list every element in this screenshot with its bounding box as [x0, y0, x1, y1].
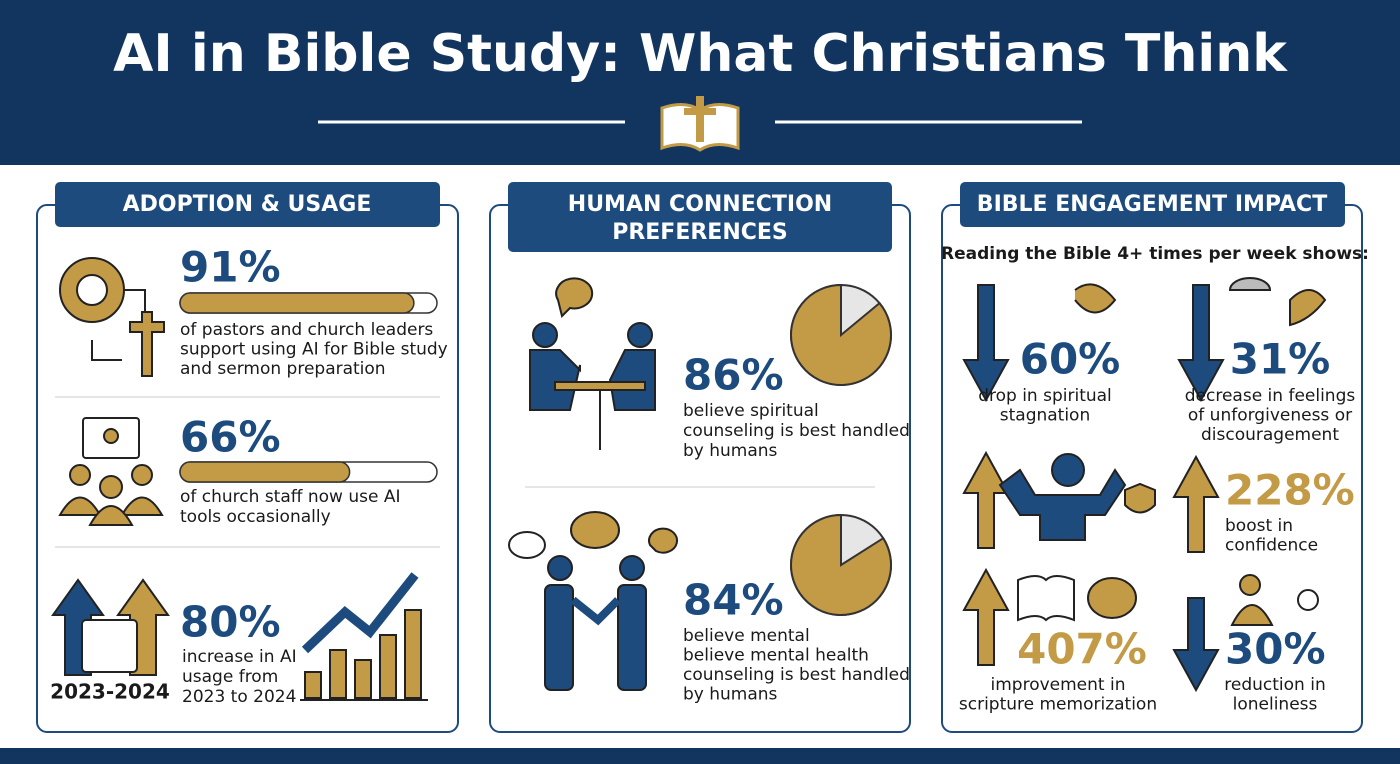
description: drop in spiritual: [978, 386, 1112, 406]
description: tools occasionally: [180, 507, 331, 527]
description: of unforgiveness or: [1188, 406, 1352, 426]
description: by humans: [683, 441, 778, 461]
description: decrease in feelings: [1185, 386, 1356, 406]
panel-tab: [960, 182, 1345, 227]
description: discouragement: [1201, 425, 1339, 445]
description: confidence: [1225, 536, 1318, 556]
pie-slice: [790, 513, 892, 616]
pie-slice: [790, 283, 892, 386]
panel-tab: [508, 182, 892, 252]
description: reduction in: [1224, 675, 1325, 695]
panel-tab: [55, 182, 440, 227]
stat: 80%: [180, 598, 281, 647]
description: believe mental health: [683, 646, 869, 666]
stat: 60%: [1020, 335, 1121, 384]
footer-band: [0, 748, 1400, 764]
bar-fill: [179, 292, 415, 314]
description: believe mental: [683, 626, 810, 646]
title: AI in Bible Study: What Christians Think: [113, 24, 1288, 84]
description: and sermon preparation: [180, 359, 386, 379]
description: improvement in: [991, 675, 1126, 695]
description: support using AI for Bible study: [180, 340, 448, 360]
description: by humans: [683, 685, 778, 705]
stat: 228%: [1225, 466, 1355, 515]
counseling-icon: [529, 277, 656, 450]
description: counseling is best handled: [683, 665, 910, 685]
description: believe spiritual: [683, 401, 819, 421]
stat: 30%: [1225, 625, 1326, 674]
panel-heading: PREFERENCES: [612, 220, 788, 245]
subtitle: Reading the Bible 4+ times per week show…: [941, 244, 1369, 264]
description: 2023 to 2024: [182, 687, 296, 707]
description: of church staff now use AI: [180, 487, 401, 507]
bible-icon: [660, 96, 740, 152]
stat: 84%: [683, 576, 784, 625]
description: usage from: [182, 667, 278, 687]
stat: 407%: [1017, 625, 1147, 674]
description: of pastors and church leaders: [180, 320, 433, 340]
handshake-icon: [508, 511, 679, 691]
bar-fill: [179, 461, 351, 483]
description: increase in AI: [182, 647, 297, 667]
arrows: [962, 277, 1327, 693]
stat: 86%: [683, 351, 784, 400]
panel-heading: BIBLE ENGAGEMENT IMPACT: [977, 192, 1327, 217]
period-label: 2023-2024: [50, 680, 170, 704]
description: scripture memorization: [959, 695, 1157, 715]
stat: 31%: [1230, 335, 1331, 384]
description: boost in: [1225, 516, 1293, 536]
description: counseling is best handled: [683, 421, 910, 441]
panel-heading: HUMAN CONNECTION: [568, 192, 832, 217]
description: stagnation: [1000, 406, 1091, 426]
gear-icon: [59, 257, 165, 377]
description: loneliness: [1233, 695, 1318, 715]
stat: 66%: [180, 413, 281, 462]
growth-icon: [51, 572, 428, 701]
panel-heading: ADOPTION & USAGE: [123, 192, 372, 217]
team-icon: [58, 417, 164, 526]
stat: 91%: [180, 243, 281, 292]
